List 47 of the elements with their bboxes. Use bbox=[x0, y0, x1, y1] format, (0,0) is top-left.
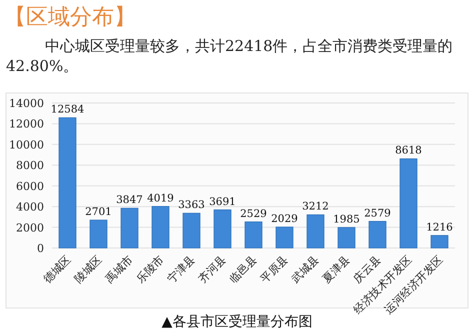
x-tick-label: 陵城区 bbox=[72, 252, 105, 286]
y-tick-label: 8000 bbox=[16, 159, 44, 172]
x-tick-label: 临邑县 bbox=[227, 252, 260, 286]
data-label: 3363 bbox=[178, 199, 205, 212]
bar bbox=[120, 208, 138, 248]
bar bbox=[338, 227, 356, 248]
y-tick-label: 14000 bbox=[9, 97, 44, 110]
bar bbox=[58, 117, 76, 248]
x-tick-label: 宁津县 bbox=[165, 252, 198, 286]
x-tick-label: 武城县 bbox=[289, 252, 322, 286]
x-tick-label: 齐河县 bbox=[196, 252, 229, 286]
bar bbox=[368, 220, 386, 248]
bar bbox=[430, 235, 448, 248]
x-tick-label: 夏津县 bbox=[320, 252, 353, 286]
y-tick-label: 10000 bbox=[9, 138, 44, 152]
data-label: 12584 bbox=[50, 104, 85, 116]
data-label: 3691 bbox=[209, 196, 236, 208]
bar bbox=[276, 226, 294, 248]
data-label: 3212 bbox=[302, 200, 329, 213]
data-label: 4019 bbox=[147, 192, 174, 204]
x-tick-label: 禹城市 bbox=[103, 252, 136, 286]
x-tick-label: 德城区 bbox=[41, 252, 74, 286]
data-label: 2579 bbox=[364, 207, 391, 220]
data-label: 8618 bbox=[395, 144, 422, 157]
bar bbox=[152, 206, 170, 248]
data-label: 2529 bbox=[240, 208, 267, 220]
bar bbox=[244, 222, 262, 248]
bar bbox=[90, 220, 108, 248]
y-tick-label: 4000 bbox=[16, 200, 44, 214]
data-label: 2029 bbox=[271, 212, 298, 225]
y-tick-label: 6000 bbox=[16, 180, 44, 193]
data-label: 1216 bbox=[426, 221, 454, 234]
data-label: 1985 bbox=[333, 213, 360, 226]
x-tick-label: 平原县 bbox=[258, 252, 291, 286]
chart-subtitle: 中心城区受理量较多，共计22418件，占全市消费类受理量的42.80%。 bbox=[6, 36, 454, 76]
bar bbox=[214, 209, 232, 248]
y-tick-label: 12000 bbox=[9, 118, 44, 131]
chart-title: 【区域分布】 bbox=[4, 4, 136, 32]
bar bbox=[306, 214, 324, 248]
text: ▲各县市区受理量分布图 bbox=[162, 314, 312, 330]
bar bbox=[182, 212, 200, 248]
x-tick-label: 乐陵市 bbox=[134, 252, 167, 286]
y-tick-label: 2000 bbox=[16, 221, 44, 234]
data-label: 2701 bbox=[85, 206, 112, 218]
bar bbox=[400, 158, 418, 248]
data-label: 3847 bbox=[116, 194, 143, 206]
y-tick-label: 0 bbox=[37, 242, 44, 255]
